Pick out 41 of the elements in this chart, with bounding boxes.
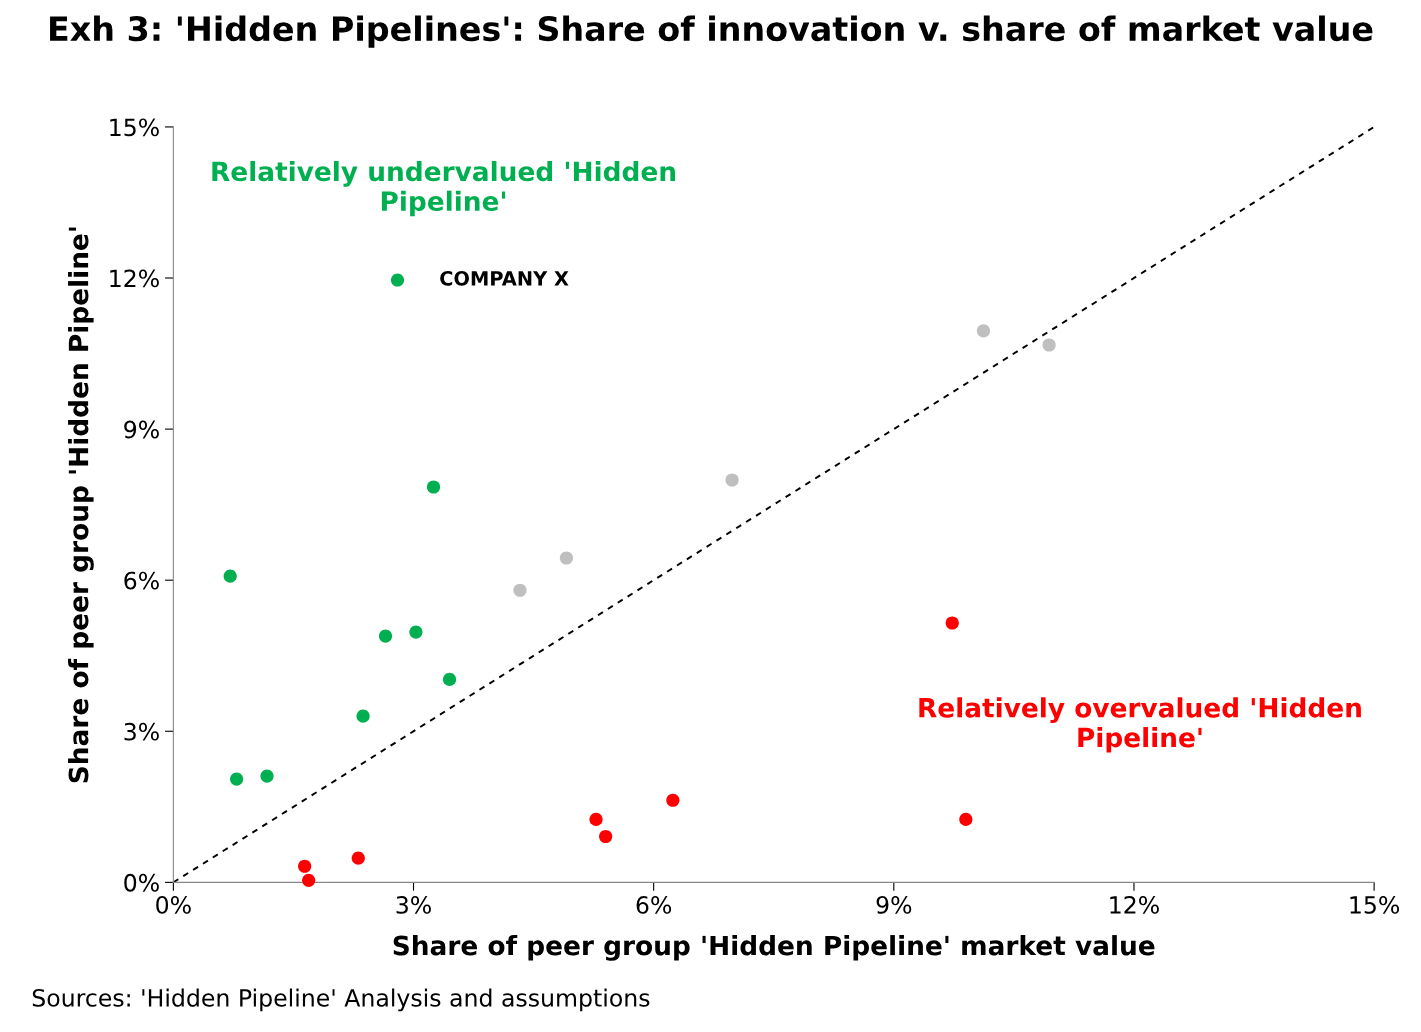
point: [426, 480, 441, 494]
point: [390, 273, 405, 287]
point: [230, 772, 244, 786]
x-tick-label: 0%: [156, 895, 191, 914]
x-tick-label: 3%: [396, 895, 431, 914]
point: [378, 629, 393, 643]
y-tick-label: 0%: [124, 873, 159, 892]
annotation: Relatively undervalued 'Hidden Pipeline': [212, 160, 676, 217]
point: [513, 583, 527, 597]
y-axis-title: Share of peer group 'Hidden Pipeline': [68, 227, 94, 783]
annotation: Relatively overvalued 'Hidden Pipeline': [919, 697, 1361, 753]
point: [442, 672, 457, 686]
x-tick-label: 9%: [876, 895, 912, 914]
point: [959, 812, 973, 826]
x-axis-title: Share of peer group 'Hidden Pipeline' market value: [393, 935, 1155, 961]
point: [351, 851, 365, 865]
point: [589, 812, 603, 826]
y-tick-label: 9%: [124, 420, 159, 439]
point: [666, 793, 680, 807]
x-tick-label: 12%: [1110, 895, 1159, 914]
point: [1042, 338, 1056, 352]
x-tick-label: 15%: [1350, 895, 1400, 914]
annotation: COMPANY X: [440, 270, 569, 286]
point: [409, 625, 423, 639]
point: [945, 616, 959, 630]
point: [559, 551, 573, 565]
y-tick-label: 15%: [110, 118, 159, 137]
point: [725, 473, 739, 487]
y-tick-label: 12%: [110, 269, 159, 288]
point: [260, 769, 274, 783]
y-tick-label: 6%: [124, 571, 159, 590]
point: [302, 873, 316, 887]
point: [976, 324, 991, 338]
y-tick-label: 3%: [124, 722, 159, 741]
x-tick-label: 6%: [636, 895, 672, 914]
point: [223, 569, 237, 583]
point: [356, 709, 370, 723]
source-note: Sources: 'Hidden Pipeline' Analysis and assumptions: [32, 988, 650, 1012]
point: [298, 859, 312, 873]
point: [599, 829, 613, 844]
chart-title: Exh 3: 'Hidden Pipelines': Share of innovation v. share of market value: [50, 15, 1373, 48]
